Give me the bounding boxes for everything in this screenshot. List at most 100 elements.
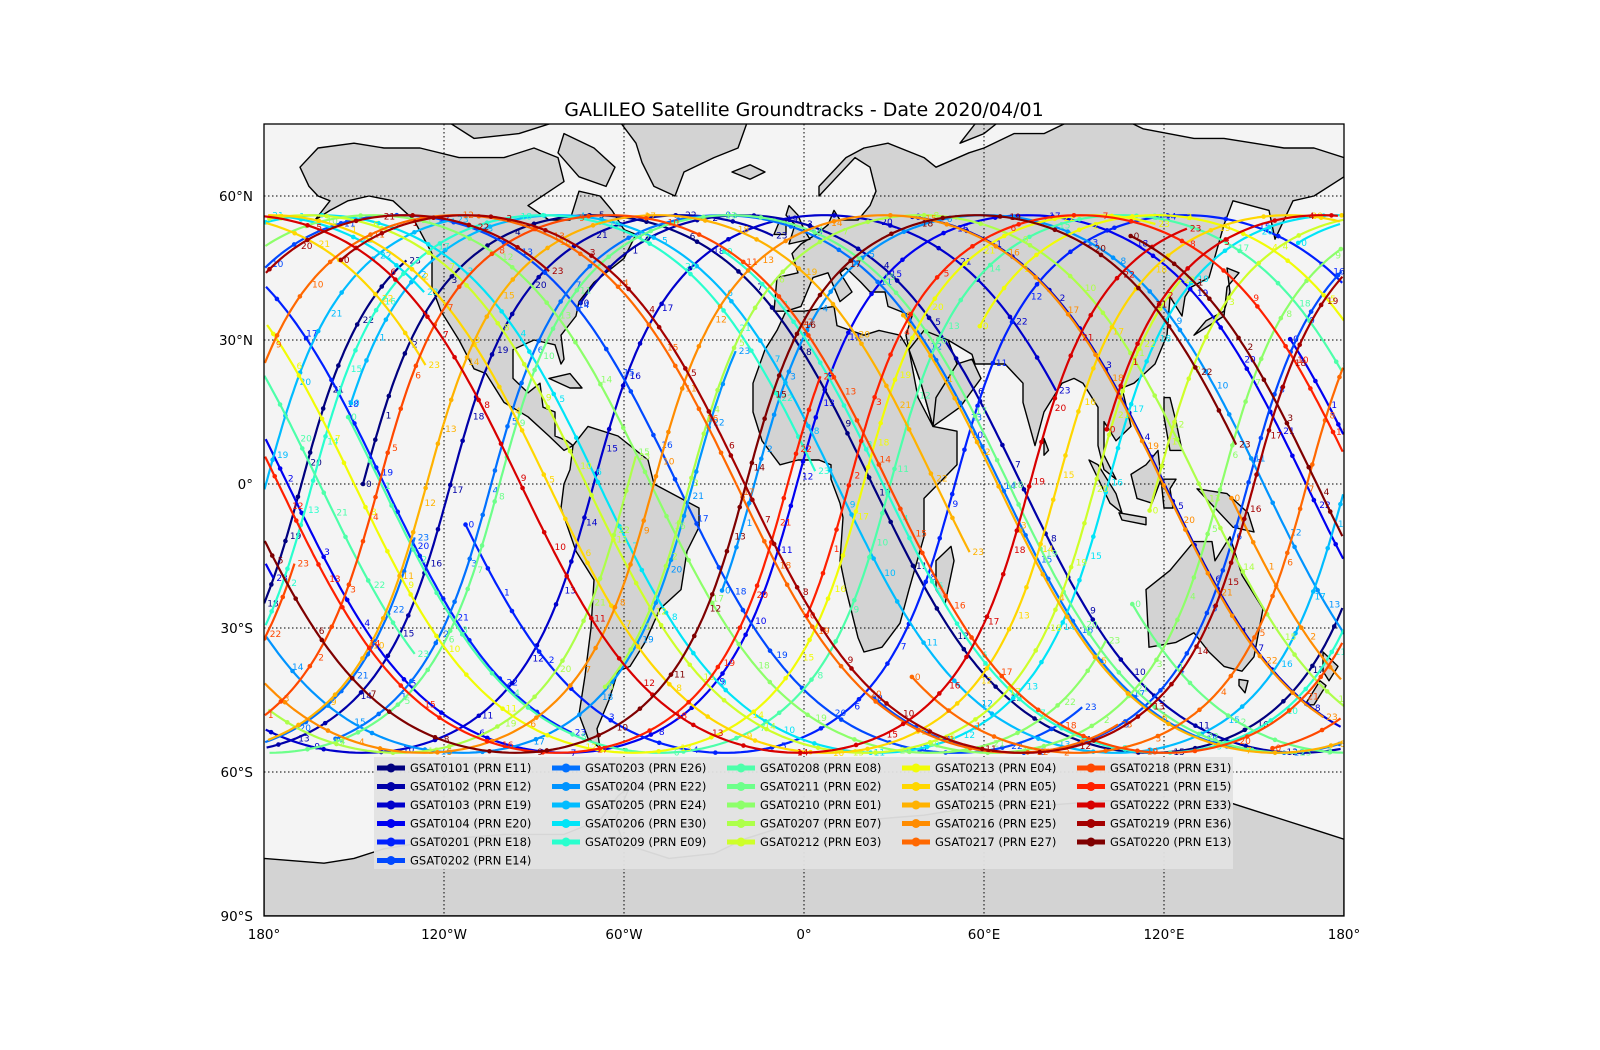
groundtrack-point: [848, 258, 853, 264]
hour-label: 23: [1300, 749, 1311, 759]
groundtrack-point: [624, 488, 629, 494]
hour-label: 19: [1046, 549, 1058, 559]
hour-label: 0: [1153, 507, 1159, 517]
groundtrack-point: [360, 538, 366, 544]
hour-label: 4: [1190, 593, 1196, 603]
hour-label: 2: [985, 448, 991, 458]
groundtrack-point: [984, 666, 990, 671]
groundtrack-point: [1049, 726, 1054, 732]
hour-label: 7: [1103, 212, 1109, 222]
hour-label: 14: [879, 456, 891, 466]
groundtrack-point: [743, 632, 748, 638]
hour-label: 19: [505, 720, 517, 730]
hour-label: 0: [354, 399, 360, 409]
hour-label: 18: [878, 439, 890, 449]
hour-label: 4: [515, 228, 521, 238]
groundtrack-point: [452, 599, 457, 605]
groundtrack-point: [701, 431, 707, 436]
x-tick-label: 180°: [248, 927, 281, 943]
hour-label: 20: [859, 331, 871, 341]
hour-label: 14: [361, 692, 373, 702]
hour-label: 11: [897, 465, 908, 475]
groundtrack-point: [515, 245, 520, 250]
groundtrack-point: [927, 739, 933, 745]
hour-label: 22: [713, 419, 724, 429]
groundtrack-point: [1027, 242, 1033, 248]
groundtrack-point: [354, 322, 360, 327]
groundtrack-point: [854, 418, 860, 423]
hour-label: 3: [471, 560, 477, 570]
hour-label: 4: [521, 329, 527, 339]
groundtrack-point: [435, 750, 440, 755]
groundtrack-point: [1240, 569, 1246, 574]
groundtrack-point: [921, 212, 927, 218]
groundtrack-point: [972, 413, 978, 419]
hour-label: 10: [272, 260, 284, 270]
groundtrack-point: [1229, 613, 1235, 619]
groundtrack-point: [1213, 603, 1219, 608]
hour-label: 7: [843, 228, 849, 238]
groundtrack-point: [1129, 601, 1135, 607]
groundtrack-point: [1117, 394, 1123, 400]
groundtrack-point: [716, 565, 722, 570]
hour-label: 23: [1109, 637, 1120, 647]
groundtrack-point: [590, 223, 596, 228]
groundtrack-point: [991, 734, 997, 739]
land-tasmania: [1238, 678, 1249, 694]
hour-label: 22: [270, 630, 281, 640]
groundtrack-point: [598, 381, 603, 387]
groundtrack-point: [509, 680, 515, 686]
groundtrack-point: [1297, 506, 1303, 512]
groundtrack-point: [924, 744, 930, 750]
hour-label: 15: [354, 718, 365, 728]
hour-label: 0: [1345, 211, 1351, 221]
groundtrack-point: [1226, 295, 1232, 301]
groundtrack-point: [1268, 718, 1274, 723]
groundtrack-point: [984, 614, 990, 620]
groundtrack-point: [544, 748, 550, 753]
groundtrack-point: [373, 494, 378, 500]
hour-label: 14: [369, 640, 381, 650]
hour-label: 16: [949, 682, 961, 692]
legend-label: GSAT0103 (PRN E19): [410, 798, 531, 812]
groundtrack-point: [582, 515, 587, 520]
groundtrack-point: [1205, 571, 1211, 576]
hour-label: 22: [685, 211, 696, 221]
groundtrack-point: [1037, 749, 1043, 755]
groundtrack-line: [265, 214, 1057, 754]
legend-entry: GSAT0208 (PRN E08): [727, 761, 881, 775]
groundtrack-point: [691, 722, 696, 728]
groundtrack-point: [1270, 500, 1276, 506]
groundtrack-point: [1297, 342, 1303, 348]
hour-label: 20: [310, 458, 322, 468]
hour-label: 0: [1135, 600, 1141, 610]
groundtrack-point: [659, 301, 664, 307]
groundtrack-point: [964, 654, 969, 660]
hour-label: 4: [1324, 488, 1330, 498]
groundtrack-point: [1248, 456, 1254, 461]
groundtrack-point: [994, 457, 1000, 463]
hour-label: 14: [578, 301, 590, 311]
groundtrack-point: [1318, 215, 1324, 221]
groundtrack-point: [852, 737, 857, 742]
groundtrack-point: [1156, 642, 1162, 648]
groundtrack-point: [543, 227, 548, 233]
groundtrack-point: [464, 354, 470, 360]
groundtrack-point: [296, 722, 301, 728]
hour-label: 16: [674, 522, 686, 532]
groundtrack-point: [758, 215, 764, 220]
hour-label: 0: [934, 740, 940, 750]
groundtrack-point: [1091, 366, 1096, 371]
hour-label: 16: [954, 601, 966, 611]
hour-label: 12: [802, 472, 813, 482]
hour-label: 10: [326, 217, 338, 227]
groundtrack-point: [1103, 490, 1109, 495]
groundtrack-point: [437, 715, 442, 720]
groundtrack-point: [1333, 359, 1339, 365]
groundtrack-point: [269, 609, 274, 614]
groundtrack-point: [809, 624, 815, 630]
groundtrack-point: [741, 743, 746, 748]
groundtrack-point: [856, 696, 862, 702]
hour-label: 23: [1184, 276, 1195, 286]
hour-label: 0: [810, 612, 816, 622]
